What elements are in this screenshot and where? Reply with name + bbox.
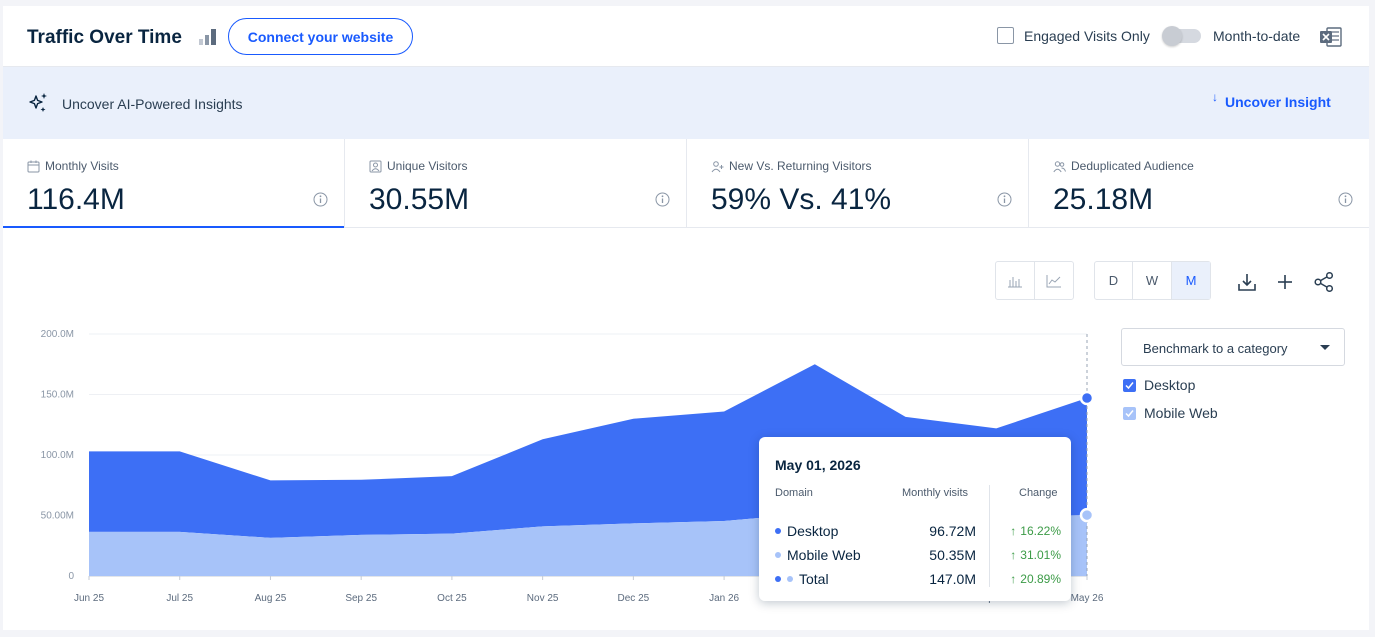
mobile-web-marker <box>1079 507 1095 523</box>
granularity-week-button[interactable]: W <box>1133 262 1172 299</box>
tooltip-change: 16.22% <box>1020 524 1061 538</box>
granularity-month-button[interactable]: M <box>1172 262 1210 299</box>
y-tick-label: 150.0M <box>41 390 74 401</box>
metric-value: 59% Vs. 41% <box>711 183 892 216</box>
info-icon[interactable] <box>1338 192 1353 207</box>
legend-label: Desktop <box>1144 377 1196 393</box>
bar-chart-icon[interactable] <box>199 28 216 45</box>
tooltip-domain: Total <box>799 571 829 587</box>
metric-value: 25.18M <box>1053 183 1154 216</box>
tooltip-domain: Mobile Web <box>787 547 861 563</box>
ai-insights-label: Uncover AI-Powered Insights <box>62 96 243 112</box>
x-tick-label: Sep 25 <box>345 593 377 604</box>
tooltip-change: 20.89% <box>1020 572 1061 586</box>
arrow-up-icon: ↑ <box>1010 548 1017 562</box>
granularity-selector: D W M <box>1094 261 1211 300</box>
y-tick-label: 50.00M <box>41 511 74 522</box>
tooltip-domain: Desktop <box>787 523 839 539</box>
x-tick-label: Aug 25 <box>255 593 287 604</box>
share-icon[interactable] <box>1313 271 1335 293</box>
calendar-icon <box>27 160 40 172</box>
caret-down-icon <box>1320 345 1330 350</box>
arrow-down-icon: ↓ <box>1212 90 1218 104</box>
metric-label: Unique Visitors <box>387 159 468 173</box>
tooltip-row-desktop: Desktop 96.72M ↑ 16.22% <box>775 523 1065 543</box>
month-to-date-label: Month-to-date <box>1213 28 1301 44</box>
x-tick-label: Jun 25 <box>74 593 104 604</box>
metric-label: Monthly Visits <box>45 159 119 173</box>
metric-value: 30.55M <box>369 183 470 216</box>
connect-website-button[interactable]: Connect your website <box>228 18 413 55</box>
benchmark-label: Benchmark to a category <box>1143 341 1288 356</box>
legend-label: Mobile Web <box>1144 405 1218 421</box>
x-tick-label: Jan 26 <box>709 593 739 604</box>
traffic-over-time-widget: Traffic Over Time Connect your website E… <box>3 6 1369 630</box>
tooltip-col-domain: Domain <box>775 487 813 499</box>
engaged-visits-filter[interactable]: Engaged Visits Only <box>997 27 1150 44</box>
person-icon <box>369 160 382 172</box>
metric-tab-unique-visitors[interactable]: Unique Visitors 30.55M <box>345 139 687 227</box>
uncover-insight-button[interactable]: ↓ Uncover Insight <box>1212 90 1331 110</box>
tooltip-change: 31.01% <box>1020 548 1061 562</box>
bar-chart-type-icon <box>1007 276 1022 287</box>
tooltip-row-total: Total 147.0M ↑ 20.89% <box>775 571 1065 591</box>
tooltip-col-change: Change <box>1019 487 1058 499</box>
legend-checkbox[interactable] <box>1123 378 1136 392</box>
desktop-marker <box>1079 390 1095 406</box>
legend-item-mobile-web[interactable]: Mobile Web <box>1123 405 1218 421</box>
sparkle-icon <box>29 93 47 112</box>
add-icon[interactable] <box>1274 271 1296 293</box>
metric-tabs: Monthly Visits 116.4M Unique Visitors 30… <box>3 139 1369 228</box>
metric-tab-deduplicated-audience[interactable]: Deduplicated Audience 25.18M <box>1029 139 1369 227</box>
widget-header: Traffic Over Time Connect your website E… <box>3 6 1369 67</box>
widget-title: Traffic Over Time <box>27 27 182 48</box>
excel-export-icon[interactable] <box>1319 25 1343 49</box>
y-tick-label: 200.0M <box>41 329 74 340</box>
add-user-icon <box>711 160 724 172</box>
metric-tab-monthly-visits[interactable]: Monthly Visits 116.4M <box>3 139 345 228</box>
legend-checkbox[interactable] <box>1123 406 1136 420</box>
x-tick-label: May 26 <box>1071 593 1104 604</box>
arrow-up-icon: ↑ <box>1010 524 1017 538</box>
tooltip-date: May 01, 2026 <box>775 457 861 473</box>
tooltip-value: 147.0M <box>929 571 976 587</box>
tooltip-col-visits: Monthly visits <box>902 487 969 499</box>
info-icon[interactable] <box>997 192 1012 207</box>
x-tick-label: Nov 25 <box>527 593 559 604</box>
bar-chart-type-button[interactable] <box>996 262 1035 299</box>
month-to-date-toggle[interactable] <box>1162 26 1201 46</box>
info-icon[interactable] <box>313 192 328 207</box>
ai-insights-banner: Uncover AI-Powered Insights ↓ Uncover In… <box>3 67 1369 139</box>
granularity-day-button[interactable]: D <box>1095 262 1133 299</box>
tooltip-value: 50.35M <box>929 547 976 563</box>
info-icon[interactable] <box>655 192 670 207</box>
x-tick-label: Jul 25 <box>166 593 193 604</box>
arrow-up-icon: ↑ <box>1010 572 1017 586</box>
y-tick-label: 100.0M <box>41 450 74 461</box>
y-tick-label: 0 <box>68 571 74 582</box>
line-chart-type-button[interactable] <box>1035 262 1074 299</box>
metric-label: New Vs. Returning Visitors <box>729 159 872 173</box>
group-icon <box>1053 160 1066 172</box>
x-tick-label: Oct 25 <box>437 593 467 604</box>
metric-label: Deduplicated Audience <box>1071 159 1194 173</box>
uncover-insight-label: Uncover Insight <box>1225 94 1331 110</box>
tooltip-row-mobile-web: Mobile Web 50.35M ↑ 31.01% <box>775 547 1065 567</box>
chart-tooltip: May 01, 2026 Domain Monthly visits Chang… <box>759 437 1071 601</box>
tooltip-value: 96.72M <box>929 523 976 539</box>
benchmark-dropdown[interactable]: Benchmark to a category <box>1121 328 1345 366</box>
engaged-visits-checkbox[interactable] <box>997 27 1014 44</box>
chart-type-selector <box>995 261 1074 300</box>
metric-tab-new-vs-returning[interactable]: New Vs. Returning Visitors 59% Vs. 41% <box>687 139 1029 227</box>
metric-value: 116.4M <box>27 183 125 216</box>
x-tick-label: Dec 25 <box>618 593 650 604</box>
engaged-visits-label: Engaged Visits Only <box>1024 27 1150 44</box>
line-chart-type-icon <box>1046 274 1061 287</box>
legend-item-desktop[interactable]: Desktop <box>1123 377 1195 393</box>
download-icon[interactable] <box>1236 271 1258 293</box>
